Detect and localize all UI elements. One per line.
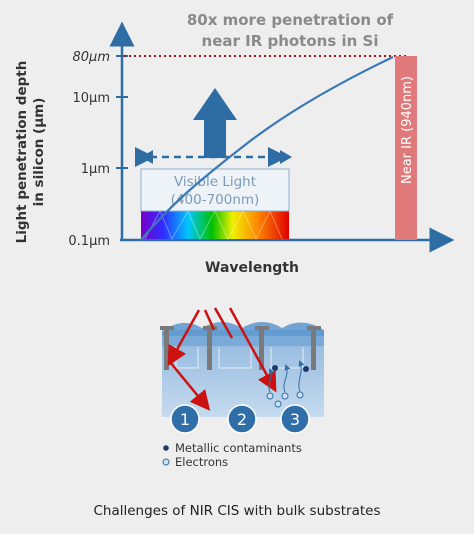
metallic-contaminants: [272, 365, 309, 372]
near-ir-label: Near IR (940nm): [400, 76, 415, 184]
legend-electron-dot: [162, 458, 170, 466]
near-ir-label-group: Near IR (940nm): [400, 76, 415, 184]
y-axis-label-line2: in silicon (µm): [31, 98, 47, 207]
marker-1: 1: [170, 404, 200, 434]
x-axis-label: Wavelength: [205, 260, 299, 276]
metal-pillars: [160, 326, 321, 370]
marker-2: 2: [227, 404, 257, 434]
figure-caption: Challenges of NIR CIS with bulk substrat…: [93, 503, 381, 519]
penetration-depth-curve: [140, 56, 394, 241]
light-ray-paths: [167, 307, 277, 411]
y-tick-label-10um: 10µm: [73, 91, 110, 106]
legend-electrons-label: Electrons: [175, 455, 228, 469]
header-line2: near IR photons in Si: [202, 32, 379, 50]
y-tick-label-0-1um: 0.1µm: [68, 234, 110, 249]
y-tick-label-80um: 80µm: [73, 50, 110, 65]
near-ir-bar: [395, 56, 417, 240]
y-tick-label-1um: 1µm: [81, 162, 110, 177]
y-axis-label-line1: Light penetration depth: [14, 61, 30, 244]
legend-contaminants-label: Metallic contaminants: [175, 441, 302, 455]
legend-contaminant-dot: [163, 445, 169, 451]
marker-3: 3: [280, 404, 310, 434]
visible-spectrum-bar: [141, 211, 289, 239]
substrate-diagram: 1 2 3: [160, 307, 324, 434]
y-axis-label: Light penetration depth in silicon (µm): [14, 61, 47, 244]
header-line1: 80x more penetration of: [187, 11, 394, 29]
electrons: [266, 391, 304, 408]
big-up-arrow: [193, 88, 237, 158]
electron-paths: [268, 360, 305, 393]
visible-range-arrow-right-head: [280, 150, 292, 164]
top-layer: [162, 336, 324, 346]
visible-light-label: Visible Light: [174, 174, 256, 190]
visible-light-range: (400-700nm): [171, 192, 260, 208]
marker-1-label: 1: [180, 410, 190, 429]
microlens-row: [162, 322, 324, 336]
marker-2-label: 2: [237, 410, 247, 429]
visible-light-box: [140, 168, 290, 212]
marker-3-label: 3: [290, 410, 300, 429]
visible-range-arrow-left-head: [141, 150, 153, 164]
